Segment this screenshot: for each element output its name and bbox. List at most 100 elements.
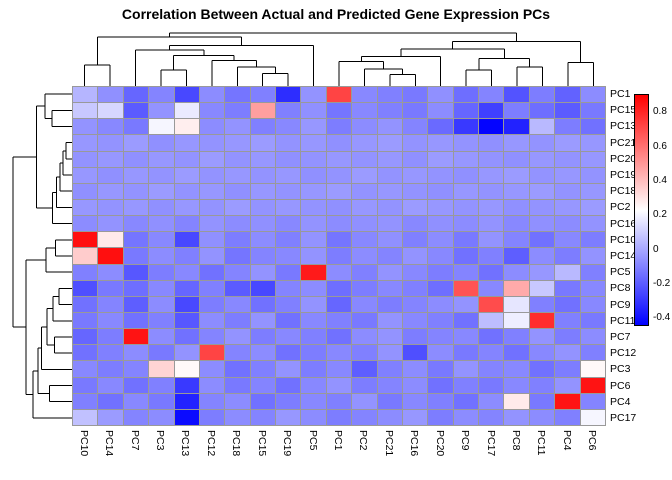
heatmap-cell <box>555 119 580 135</box>
heatmap-cell <box>352 151 377 167</box>
heatmap-cell <box>73 167 98 183</box>
heatmap-cell <box>326 183 352 199</box>
heatmap-cell <box>98 296 123 312</box>
heatmap-cell <box>98 167 123 183</box>
heatmap-cell <box>199 135 225 151</box>
heatmap-cell <box>479 151 504 167</box>
heatmap-cell <box>326 264 352 280</box>
heatmap-cell <box>174 119 199 135</box>
heatmap-cell <box>98 280 123 296</box>
heatmap-cell <box>529 377 555 393</box>
heatmap-cell <box>377 329 402 345</box>
heatmap-cell <box>276 280 301 296</box>
legend-tick-label: -0.2 <box>653 278 671 289</box>
row-label: PC15 <box>610 104 637 117</box>
column-label: PC18 <box>230 430 243 457</box>
heatmap-cell <box>352 103 377 119</box>
heatmap-cell <box>479 183 504 199</box>
heatmap-cell <box>276 393 301 409</box>
column-label: PC15 <box>255 430 268 457</box>
heatmap-cell <box>529 313 555 329</box>
heatmap-cell <box>174 377 199 393</box>
heatmap-cell <box>504 345 529 361</box>
heatmap-cell <box>199 377 225 393</box>
heatmap-cell <box>529 167 555 183</box>
heatmap-cell <box>301 119 326 135</box>
heatmap-cell <box>225 264 250 280</box>
heatmap-cell <box>174 280 199 296</box>
heatmap-cell <box>529 248 555 264</box>
heatmap-cell <box>479 232 504 248</box>
heatmap-cell <box>428 280 453 296</box>
row-label: PC3 <box>610 363 631 376</box>
heatmap-cell <box>301 135 326 151</box>
heatmap-cell <box>301 87 326 103</box>
heatmap-cell <box>276 264 301 280</box>
heatmap-cell <box>555 200 580 216</box>
heatmap-cell <box>377 248 402 264</box>
heatmap-cell <box>428 87 453 103</box>
heatmap-cell <box>428 103 453 119</box>
heatmap-cell <box>402 200 428 216</box>
heatmap-cell <box>276 329 301 345</box>
heatmap-cell <box>504 296 529 312</box>
heatmap-cell <box>199 345 225 361</box>
heatmap-cell <box>123 167 149 183</box>
heatmap-cell <box>402 135 428 151</box>
heatmap-cell <box>250 216 276 232</box>
heatmap-cell <box>225 151 250 167</box>
heatmap-cell <box>402 345 428 361</box>
heatmap-cell <box>504 361 529 377</box>
heatmap-cell <box>580 232 605 248</box>
heatmap-cell <box>174 151 199 167</box>
heatmap-cell <box>453 377 479 393</box>
heatmap-cell <box>149 87 174 103</box>
heatmap-cell <box>377 296 402 312</box>
heatmap-cell <box>352 313 377 329</box>
heatmap-cell <box>580 377 605 393</box>
heatmap-cell <box>529 296 555 312</box>
column-label: PC12 <box>204 430 217 457</box>
heatmap-cell <box>73 216 98 232</box>
heatmap-cell <box>555 377 580 393</box>
heatmap-cell <box>98 200 123 216</box>
heatmap-cell <box>174 345 199 361</box>
heatmap-cell <box>326 87 352 103</box>
heatmap-cell <box>352 264 377 280</box>
chart-title: Correlation Between Actual and Predicted… <box>121 6 551 22</box>
legend-tick-label: -0.4 <box>653 312 671 324</box>
heatmap-cell <box>326 393 352 409</box>
heatmap-cell <box>225 87 250 103</box>
column-label: PC4 <box>560 430 573 451</box>
column-label: PC9 <box>459 430 472 451</box>
heatmap-cell <box>225 183 250 199</box>
heatmap-cell <box>352 345 377 361</box>
heatmap-cell <box>73 345 98 361</box>
heatmap-cell <box>276 103 301 119</box>
heatmap-cell <box>555 280 580 296</box>
heatmap-cell <box>276 248 301 264</box>
heatmap-cell <box>453 264 479 280</box>
row-label: PC5 <box>610 266 631 279</box>
heatmap-cell <box>504 183 529 199</box>
heatmap-cell <box>453 329 479 345</box>
heatmap-cell <box>149 296 174 312</box>
heatmap-cell <box>402 264 428 280</box>
heatmap-cell <box>352 377 377 393</box>
heatmap-cell <box>123 393 149 409</box>
heatmap-cell <box>149 313 174 329</box>
row-label: PC13 <box>610 120 637 133</box>
heatmap-cell <box>225 216 250 232</box>
heatmap-cell <box>428 232 453 248</box>
heatmap-cell <box>529 329 555 345</box>
heatmap-cell <box>377 393 402 409</box>
heatmap-cell <box>580 313 605 329</box>
column-label: PC5 <box>306 430 319 451</box>
heatmap-cell <box>352 167 377 183</box>
heatmap-cell <box>479 248 504 264</box>
heatmap-cell <box>73 151 98 167</box>
heatmap-cell <box>301 248 326 264</box>
heatmap-cell <box>250 87 276 103</box>
heatmap-cell <box>377 167 402 183</box>
heatmap-cell <box>250 135 276 151</box>
